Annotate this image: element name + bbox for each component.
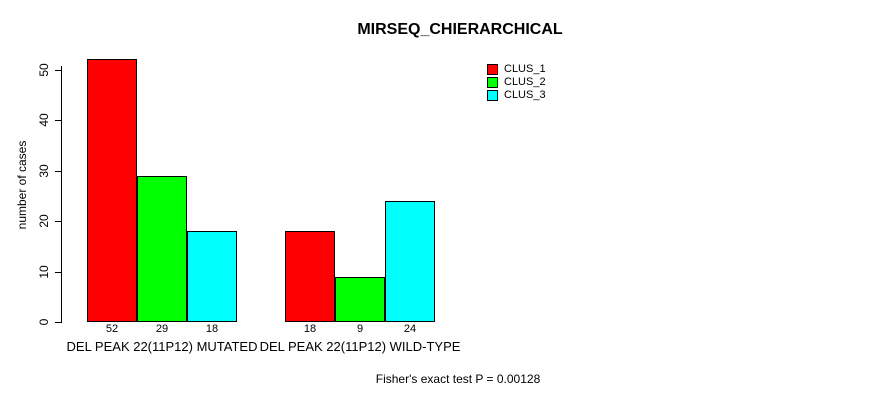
legend-item-clus-1: CLUS_1	[487, 64, 546, 75]
y-axis-tick	[55, 272, 62, 273]
category-label: DEL PEAK 22(11P12) WILD-TYPE	[259, 339, 461, 354]
legend-swatch-icon	[487, 64, 498, 75]
legend-label: CLUS_1	[504, 63, 546, 75]
legend-item-clus-3: CLUS_3	[487, 90, 546, 101]
legend-label: CLUS_3	[504, 89, 546, 101]
y-axis-tick	[55, 221, 62, 222]
bar-value-label: 18	[303, 323, 317, 335]
bar-value-label: 18	[205, 323, 219, 335]
y-axis-tick-label: 10	[37, 265, 51, 279]
bar-value-label: 52	[105, 323, 119, 335]
bar-clus_2-group2	[335, 277, 385, 322]
bar-value-label: 29	[155, 323, 169, 335]
y-axis-tick	[55, 322, 62, 323]
legend-label: CLUS_2	[504, 76, 546, 88]
y-axis-tick	[55, 70, 62, 71]
bar-value-label: 24	[403, 323, 417, 335]
bar-clus_3-group2	[385, 201, 435, 322]
bar-value-label: 9	[356, 323, 364, 335]
legend-item-clus-2: CLUS_2	[487, 77, 546, 88]
y-axis-tick-label: 40	[37, 113, 51, 127]
legend: CLUS_1 CLUS_2 CLUS_3	[487, 64, 546, 103]
bar-clus_3-group1	[187, 231, 237, 322]
y-axis-title: number of cases	[15, 140, 29, 230]
legend-swatch-icon	[487, 77, 498, 88]
y-axis-tick-label: 30	[37, 164, 51, 178]
y-axis-tick-label: 20	[37, 214, 51, 228]
y-axis-tick	[55, 171, 62, 172]
category-label: DEL PEAK 22(11P12) MUTATED	[66, 339, 258, 354]
bar-clus_1-group2	[285, 231, 335, 322]
legend-swatch-icon	[487, 90, 498, 101]
chart-title: MIRSEQ_CHIERARCHICAL	[357, 21, 563, 38]
annotation-fisher-test: Fisher's exact test P = 0.00128	[375, 372, 541, 386]
y-axis-tick	[55, 120, 62, 121]
y-axis-tick-label: 0	[37, 318, 51, 326]
bar-clus_1-group1	[87, 59, 137, 322]
y-axis-line	[61, 66, 62, 322]
bar-clus_2-group1	[137, 176, 187, 322]
y-axis-tick-label: 50	[37, 63, 51, 77]
